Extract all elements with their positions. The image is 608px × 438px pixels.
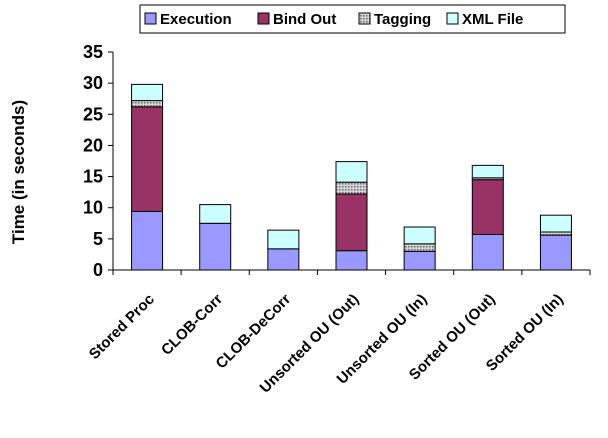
- y-axis-title-group: Time (in seconds): [9, 100, 28, 244]
- legend-label: Execution: [160, 11, 232, 28]
- bar-segment: [539, 214, 572, 233]
- y-tick-label: 0: [93, 260, 103, 280]
- bar-segment: [471, 179, 504, 235]
- bar-segment: [131, 210, 164, 271]
- bar-segment: [335, 250, 368, 271]
- legend-box: [139, 4, 566, 34]
- bar-segment: [335, 161, 368, 183]
- bar-segment: [539, 234, 572, 271]
- bar-segment: [403, 226, 436, 245]
- bar-segment: [131, 83, 164, 102]
- legend-label: XML File: [462, 11, 523, 28]
- bar-segment: [131, 100, 164, 108]
- legend-label: Bind Out: [273, 11, 336, 28]
- bar-segment: [267, 229, 300, 250]
- x-tick-label: CLOB-Corr: [158, 291, 226, 359]
- bars: [131, 83, 572, 271]
- legend-swatch: [257, 12, 270, 25]
- x-tick-label: Stored Proc: [86, 291, 158, 363]
- bar-segment: [335, 193, 368, 252]
- legend: Execution Bind Out Tagging XML File: [139, 4, 566, 34]
- bar-segment: [335, 181, 368, 195]
- y-axis-title: Time (in seconds): [9, 100, 28, 244]
- bar-segment: [471, 233, 504, 271]
- y-tick-label: 25: [83, 104, 103, 124]
- bar-segment: [199, 204, 232, 224]
- bar-segment: [403, 250, 436, 271]
- y-tick-label: 10: [83, 198, 103, 218]
- y-tick-label: 15: [83, 167, 103, 187]
- y-tick-label: 20: [83, 135, 103, 155]
- legend-label: Tagging: [374, 11, 431, 28]
- y-axis: 0 5 10 15 20 25 30 35: [83, 42, 114, 280]
- legend-swatch: [144, 12, 157, 25]
- bar-segment: [199, 222, 232, 271]
- bar-segment: [131, 106, 164, 212]
- bar-segment: [471, 164, 504, 179]
- bar-segment: [267, 248, 300, 271]
- legend-swatch: [446, 12, 459, 25]
- legend-swatch: [358, 12, 371, 25]
- y-tick-label: 35: [83, 42, 103, 62]
- x-axis: Stored Proc CLOB-CorrCLOB-DeCorrUnsorted …: [86, 269, 591, 397]
- y-tick-label: 5: [93, 229, 103, 249]
- y-tick-label: 30: [83, 73, 103, 93]
- bar-segment: [403, 243, 436, 252]
